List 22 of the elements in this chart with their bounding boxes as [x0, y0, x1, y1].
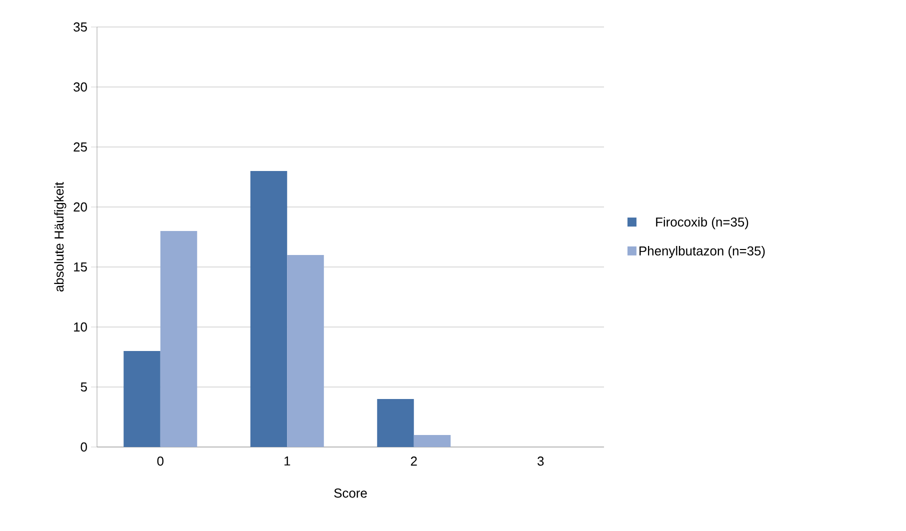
- x-tick-label: 0: [157, 456, 164, 466]
- y-tick-label: 5: [80, 382, 87, 392]
- x-tick-label: 2: [410, 456, 417, 466]
- bar: [160, 230, 198, 447]
- x-axis-title: Score: [334, 488, 367, 498]
- bar: [377, 399, 414, 447]
- y-tick-label: 25: [74, 142, 87, 152]
- y-tick-label: 10: [74, 322, 87, 332]
- x-tick-label: 1: [284, 456, 290, 466]
- bar: [124, 351, 160, 447]
- x-tick-label: 3: [538, 456, 544, 466]
- legend-label: Phenylbutazon (n=35): [640, 246, 765, 258]
- y-tick-label: 35: [74, 22, 87, 32]
- bar: [287, 254, 324, 447]
- bar: [250, 170, 288, 447]
- y-tick-label: 30: [74, 82, 87, 92]
- y-tick-label: 15: [74, 262, 87, 272]
- y-axis-title: absolute Häufigkeit: [54, 182, 66, 292]
- legend-label: Firocoxib (n=35): [656, 217, 748, 230]
- y-tick-label: 20: [74, 202, 87, 212]
- y-tick-label: 0: [80, 442, 87, 452]
- bar: [414, 435, 451, 447]
